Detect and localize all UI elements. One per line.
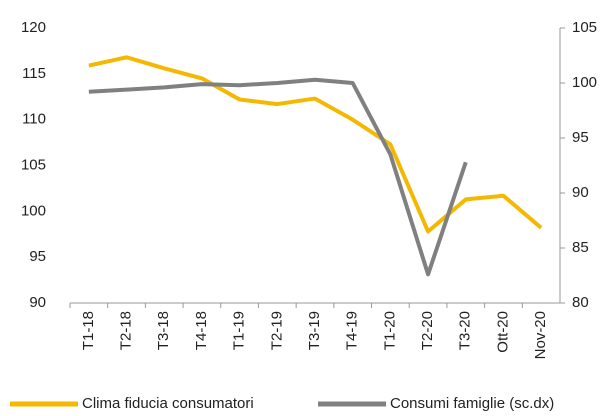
y2-tick-label: 100 [572,74,597,91]
y-tick-label: 95 [29,248,46,265]
x-tick-label: T2-19 [268,311,285,350]
y-tick-label: 100 [21,202,46,219]
y2-tick-label: 105 [572,19,597,36]
y-tick-label: 120 [21,19,46,36]
y-tick-label: 110 [22,111,46,128]
legend-label: Consumi famiglie (sc.dx) [390,395,554,412]
y2-tick-label: 95 [572,129,589,146]
x-tick-label: T3-19 [306,311,323,350]
y2-tick-label: 80 [572,294,589,311]
x-tick-label: T4-19 [344,311,361,350]
y-tick-label: 105 [21,156,46,173]
legend-label: Clima fiducia consumatori [82,395,254,412]
x-tick-label: T1-19 [231,311,248,350]
x-tick-label: T3-18 [155,311,172,350]
y-tick-label: 90 [29,294,46,311]
series-line [88,77,468,277]
x-tick-label: T4-18 [193,311,210,350]
x-tick-label: T2-20 [419,311,436,350]
y2-tick-label: 85 [572,239,589,256]
x-tick-label: T1-18 [80,311,97,350]
x-tick-label: Nov-20 [532,311,549,359]
y-tick-label: 115 [22,65,46,82]
x-tick-label: T2-18 [118,311,135,350]
x-tick-label: Ott-20 [494,311,511,353]
x-tick-label: T3-20 [457,311,474,350]
series-line [88,55,543,234]
x-tick-label: T1-20 [381,311,398,350]
y2-tick-label: 90 [572,184,589,201]
